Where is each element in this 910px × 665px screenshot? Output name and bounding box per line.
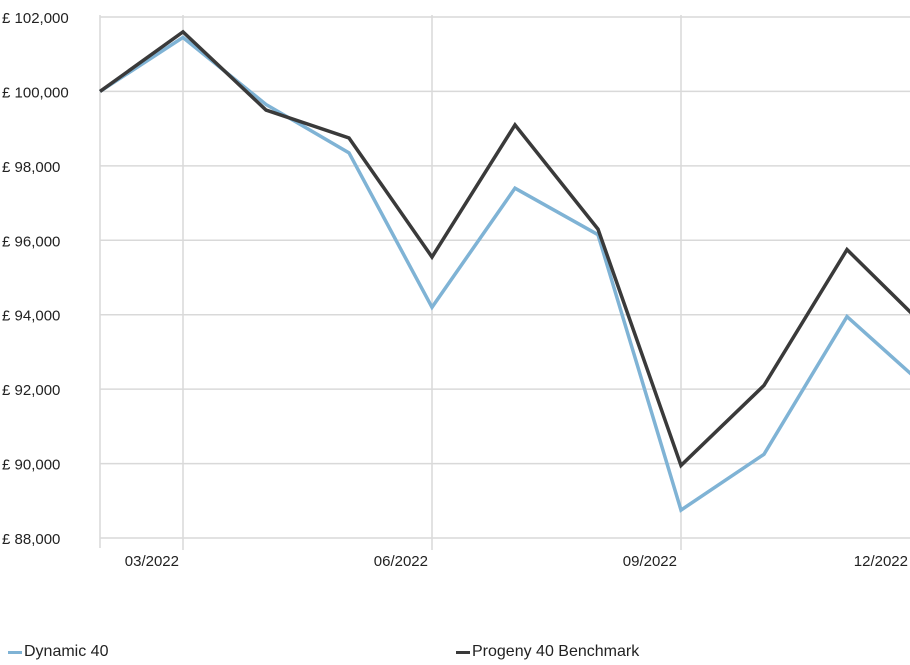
legend-swatch-dynamic-40 [8, 651, 22, 654]
legend-label-dynamic-40: Dynamic 40 [24, 643, 108, 661]
y-tick-label: £ 88,000 [2, 531, 60, 548]
series-lines [100, 32, 910, 510]
x-tick-label: 09/2022 [623, 553, 677, 570]
grid-lines [100, 15, 910, 550]
x-tick-label: 12/2022 [854, 553, 908, 570]
legend-label-progeny-40-benchmark: Progeny 40 Benchmark [472, 643, 639, 661]
y-tick-label: £ 90,000 [2, 457, 60, 474]
series-line-dynamic-40 [100, 37, 910, 510]
y-tick-label: £ 96,000 [2, 233, 60, 250]
x-axis-ticks: 03/2022 06/2022 09/2022 12/2022 [125, 553, 908, 570]
legend-item-dynamic-40: Dynamic 40 [8, 643, 108, 661]
y-tick-label: £ 94,000 [2, 308, 60, 325]
y-tick-label: £ 92,000 [2, 382, 60, 399]
legend-item-progeny-40-benchmark: Progeny 40 Benchmark [456, 643, 639, 661]
legend-swatch-progeny-40-benchmark [456, 651, 470, 654]
y-axis-ticks: £ 88,000 £ 90,000 £ 92,000 £ 94,000 £ 96,000… [2, 10, 69, 548]
series-line-progeny-40-benchmark [100, 32, 910, 466]
y-tick-label: £ 100,000 [2, 84, 69, 101]
x-tick-label: 06/2022 [374, 553, 428, 570]
y-tick-label: £ 98,000 [2, 159, 60, 176]
y-tick-label: £ 102,000 [2, 10, 69, 27]
x-tick-label: 03/2022 [125, 553, 179, 570]
